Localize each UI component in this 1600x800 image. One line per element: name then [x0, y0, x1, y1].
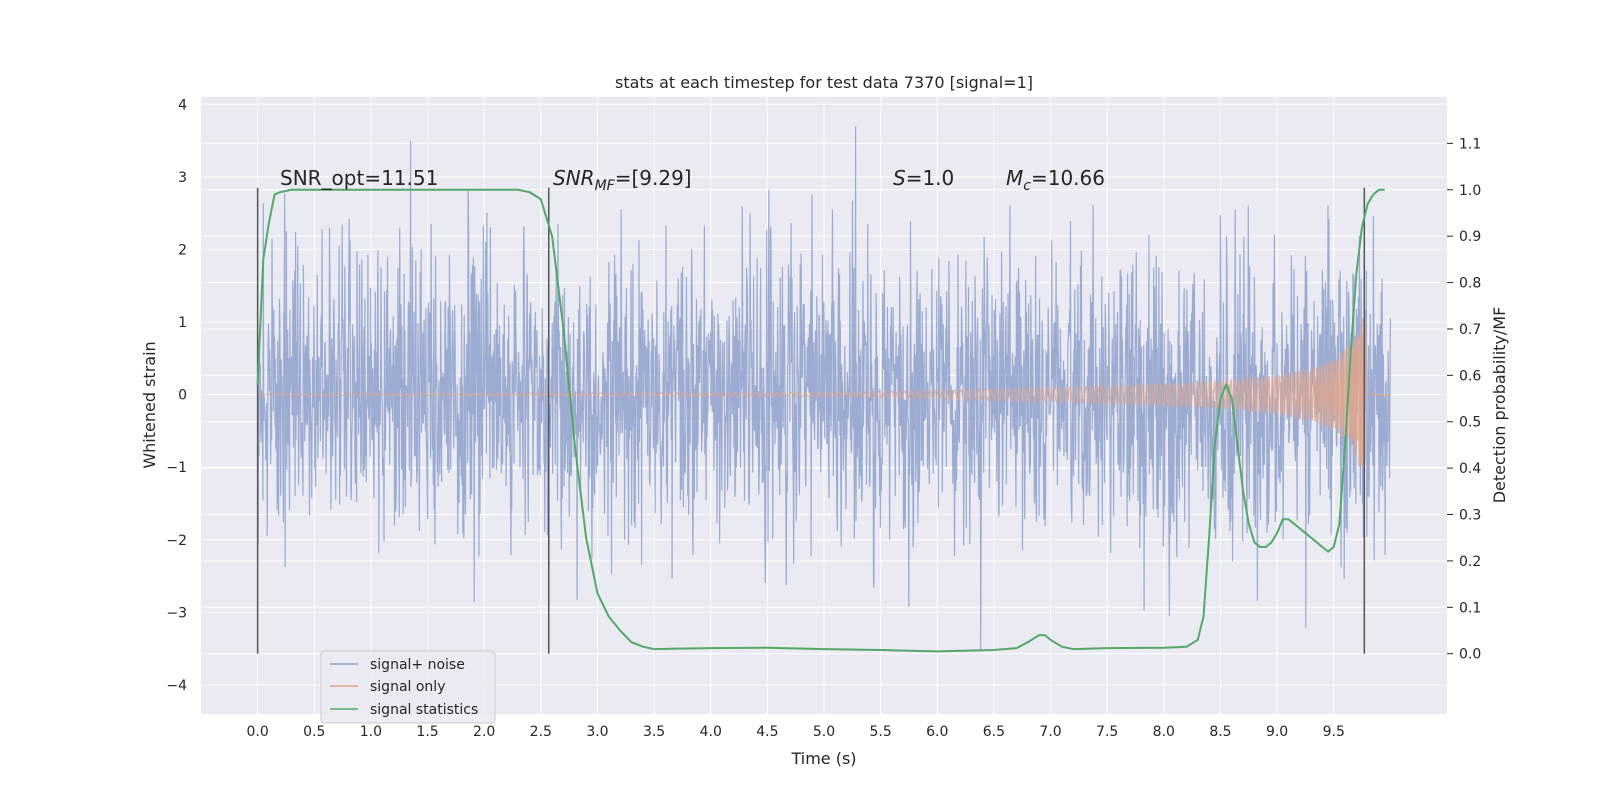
y2-axis-label: Detection probability/MF	[1490, 307, 1509, 504]
y2-tick-label: 1.1	[1459, 136, 1481, 152]
y-tick-label: −1	[166, 460, 187, 476]
y-tick-label: 1	[178, 315, 187, 331]
y2-tick-label: 0.9	[1459, 229, 1481, 245]
x-tick-label: 8.0	[1153, 724, 1175, 740]
y-axis-ticks: 4 3 2 1 0 −1 −2 −3 −4	[166, 97, 187, 694]
annotation-mc: Mc=10.66	[1006, 166, 1105, 194]
x-tick-label: 2.0	[473, 724, 495, 740]
signal-statistics-line	[256, 188, 1385, 653]
y-axis-label: Whitened strain	[140, 341, 159, 468]
y-tick-label: −3	[166, 605, 187, 621]
y2-tick-label: 0.7	[1459, 322, 1481, 338]
y2-tick-label: 0.3	[1459, 508, 1481, 524]
y2-tick-label: 0.2	[1459, 554, 1481, 570]
y2-tick-label: 1.0	[1459, 183, 1481, 199]
x-axis-ticks: 0.0 0.5 1.0 1.5 2.0 2.5 3.0 3.5 4.0 4.5 5.0 5.5 6.0 6…	[247, 724, 1345, 740]
y-tick-label: 4	[178, 97, 187, 113]
x-tick-label: 0.5	[303, 724, 325, 740]
y2-tick-label: 0.8	[1459, 276, 1481, 292]
y2-tick-label: 0.0	[1459, 647, 1481, 663]
signal-plus-noise-series	[257, 126, 1391, 651]
y2-tick-label: 0.5	[1459, 415, 1481, 431]
annotation-snr-mf-sub: MF	[595, 178, 616, 194]
x-tick-label: 9.0	[1266, 724, 1288, 740]
x-tick-label: 7.0	[1039, 724, 1061, 740]
x-tick-label: 6.5	[983, 724, 1005, 740]
signal-only-line	[257, 318, 1391, 470]
y-tick-label: 0	[178, 388, 187, 404]
signal-statistics-series	[256, 188, 1385, 653]
signal-plus-noise-line	[257, 126, 1391, 651]
legend-label-signal-plus-noise: signal+ noise	[370, 657, 465, 673]
legend-label-signal-statistics: signal statistics	[370, 702, 478, 718]
y2-axis-ticks: 1.1 1.0 0.9 0.8 0.7 0.6 0.5 0.4 0.3 0.2 0.1 0.0	[1447, 136, 1481, 663]
annotation-mc-label: M	[1006, 166, 1023, 190]
legend: signal+ noise signal only signal statist…	[320, 650, 496, 724]
x-tick-label: 1.5	[416, 724, 438, 740]
annotation-s-value: =1.0	[906, 166, 955, 190]
y-tick-label: 3	[178, 170, 187, 186]
x-tick-label: 7.5	[1096, 724, 1118, 740]
annotation-snr-mf-value: =[9.29]	[615, 166, 692, 190]
annotation-mc-value: =10.66	[1031, 166, 1105, 190]
y-tick-label: 2	[178, 242, 187, 258]
vertical-markers	[256, 187, 1366, 654]
x-tick-label: 2.5	[530, 724, 552, 740]
annotation-snr-mf: SNRMF=[9.29]	[553, 166, 692, 194]
y-tick-label: −4	[166, 678, 187, 694]
x-tick-label: 0.0	[247, 724, 269, 740]
x-tick-label: 5.5	[870, 724, 892, 740]
annotation-s: S=1.0	[893, 166, 954, 190]
x-tick-label: 4.0	[700, 724, 722, 740]
x-tick-label: 6.0	[926, 724, 948, 740]
x-tick-label: 8.5	[1209, 724, 1231, 740]
y2-tick-label: 0.6	[1459, 368, 1481, 384]
y-tick-label: −2	[166, 533, 187, 549]
y2-tick-label: 0.1	[1459, 600, 1481, 616]
x-tick-label: 1.0	[360, 724, 382, 740]
x-axis-label: Time (s)	[790, 749, 856, 768]
x-tick-label: 3.5	[643, 724, 665, 740]
annotation-snr-opt: SNR_opt=11.51	[280, 166, 438, 190]
x-tick-label: 4.5	[756, 724, 778, 740]
x-tick-label: 5.0	[813, 724, 835, 740]
x-tick-label: 3.0	[586, 724, 608, 740]
annotation-mc-sub: c	[1023, 178, 1031, 194]
legend-box	[320, 650, 496, 724]
x-tick-label: 9.5	[1323, 724, 1345, 740]
legend-label-signal-only: signal only	[370, 679, 445, 695]
annotation-snr-mf-label: SNR	[553, 166, 595, 190]
annotation-s-label: S	[893, 166, 906, 190]
signal-only-series	[257, 318, 1391, 470]
chart-title: stats at each timestep for test data 737…	[615, 73, 1033, 92]
y2-tick-label: 0.4	[1459, 461, 1481, 477]
